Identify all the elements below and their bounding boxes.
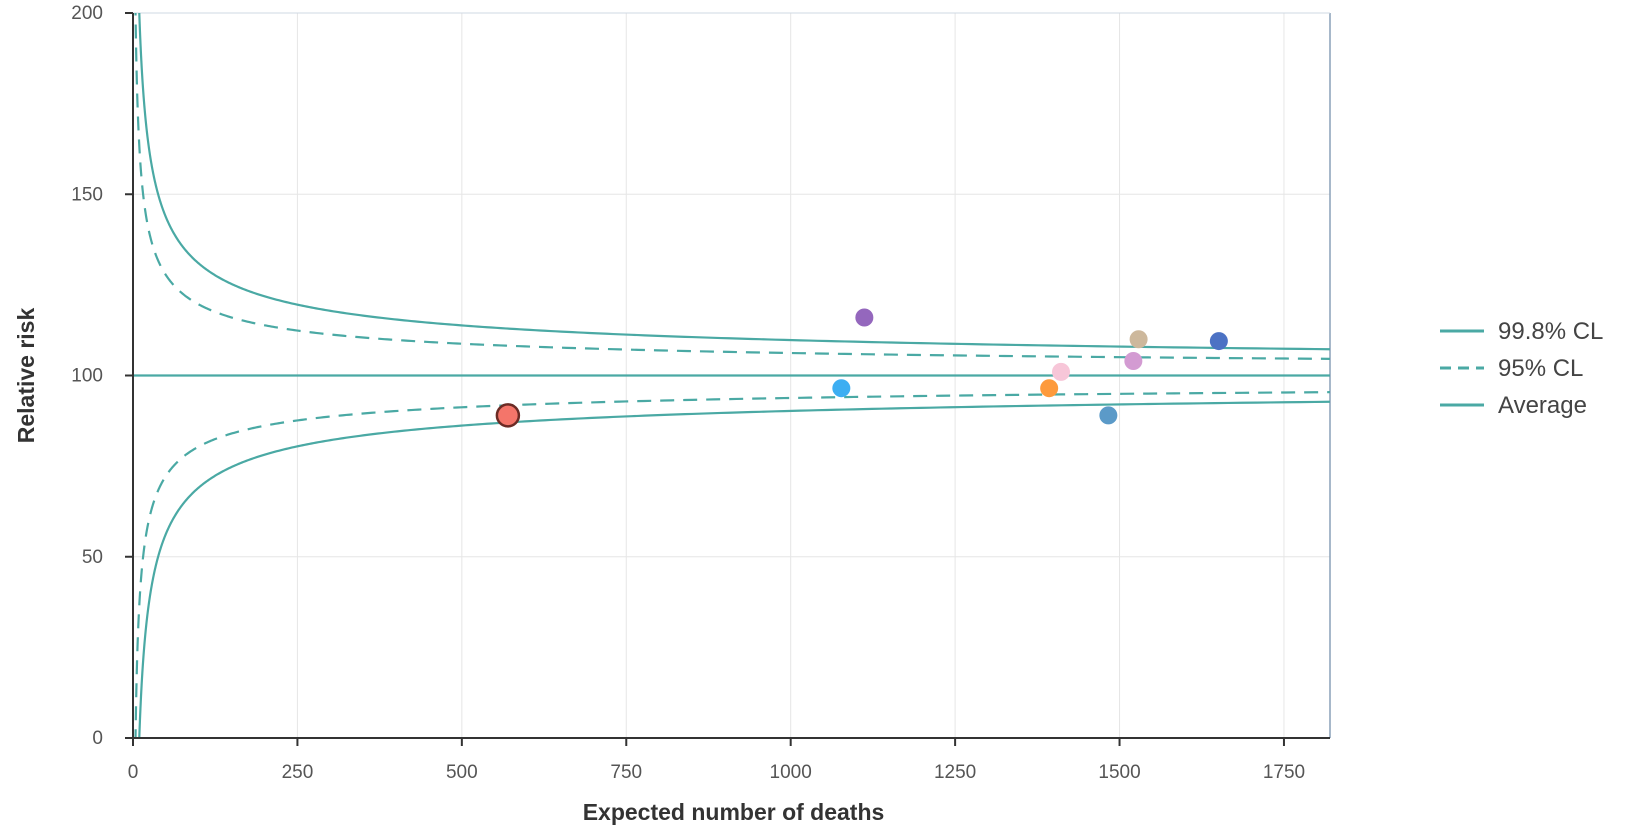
x-tick-label: 250 — [282, 762, 314, 783]
data-point — [855, 308, 874, 327]
data-point — [1099, 406, 1118, 425]
lower-limit-line-0 — [138, 400, 1330, 738]
x-tick-label: 1000 — [770, 762, 812, 783]
y-tick-label: 0 — [92, 728, 103, 749]
x-tick-label: 1750 — [1263, 762, 1305, 783]
data-point — [1129, 330, 1148, 349]
data-point — [1040, 379, 1059, 398]
y-axis-title: Relative risk — [13, 308, 39, 444]
y-tick-label: 200 — [71, 3, 103, 24]
x-tick-label: 500 — [446, 762, 478, 783]
data-point — [1124, 352, 1143, 370]
data-points-layer — [495, 308, 1228, 428]
upper-limit-line-1 — [134, 13, 1330, 360]
legend-label: 99.8% CL — [1498, 318, 1603, 345]
x-axis-title: Expected number of deaths — [583, 799, 885, 825]
x-tick-label: 0 — [128, 762, 139, 783]
limit-lines-layer — [133, 13, 1330, 738]
data-point — [1052, 362, 1071, 381]
y-tick-label: 50 — [82, 547, 103, 568]
data-point — [495, 403, 521, 428]
data-point — [1209, 332, 1228, 351]
legend: 99.8% CL 95% CL Average — [1440, 318, 1603, 419]
x-tick-label: 750 — [610, 762, 642, 783]
lower-limit-line-1 — [134, 391, 1330, 738]
y-tick-label: 150 — [71, 184, 103, 205]
legend-label: Average — [1498, 392, 1587, 419]
data-point — [832, 379, 851, 398]
axes-layer: 0 50 100 150 200 0 250 500 750 1000 1250 1500 1750 Ex… — [13, 3, 1330, 825]
x-tick-label: 1500 — [1098, 762, 1140, 783]
legend-label: 95% CL — [1498, 355, 1583, 382]
upper-limit-line-0 — [138, 13, 1330, 351]
x-tick-label: 1250 — [934, 762, 976, 783]
y-tick-label: 100 — [71, 366, 103, 387]
